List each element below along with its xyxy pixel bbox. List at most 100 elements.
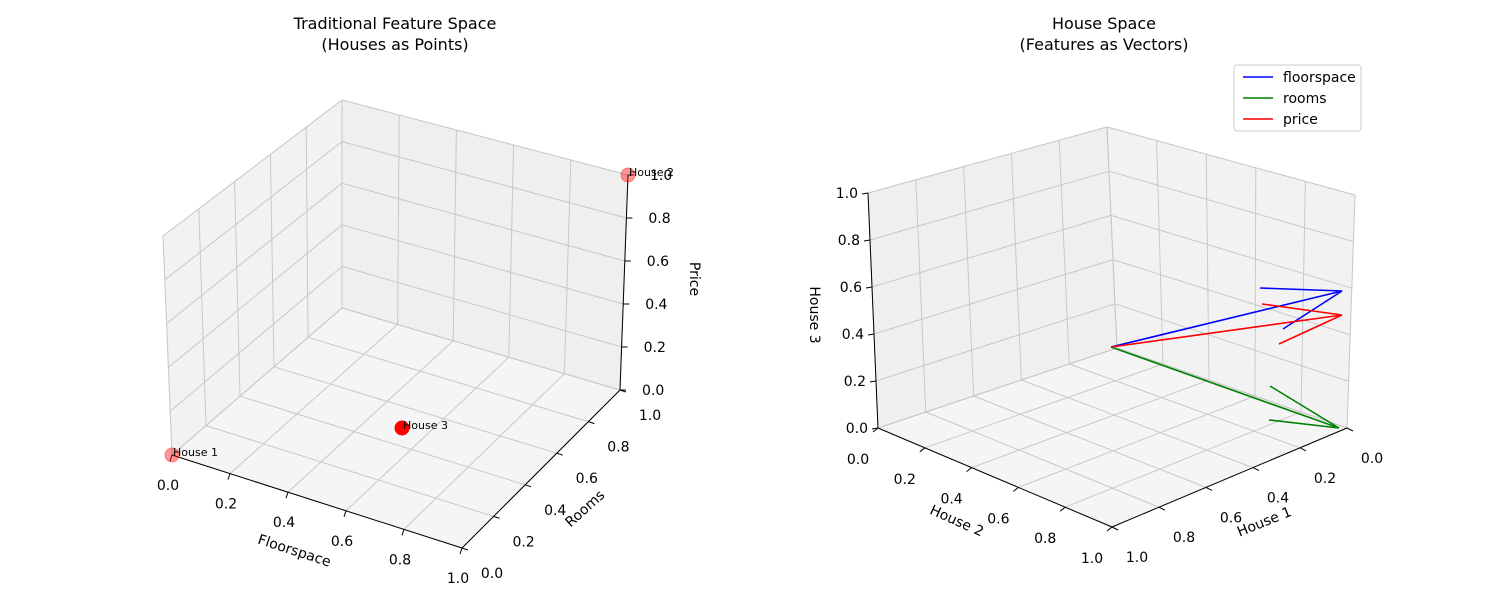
left-grid-line — [166, 182, 343, 324]
left-grid-line — [287, 340, 454, 493]
right-x-tick-mark — [1111, 526, 1119, 531]
left-grid-line — [341, 224, 624, 305]
right-grid-line — [1010, 153, 1022, 381]
right-grid-line — [925, 411, 1160, 508]
left-axis-lines — [171, 174, 629, 549]
left-x-tick-label: 0.8 — [389, 552, 411, 568]
right-grid-line — [1108, 170, 1354, 243]
left-grid-line — [198, 208, 207, 426]
left-y-tick-label: 0.6 — [576, 471, 598, 487]
right-grid-line — [867, 126, 1108, 194]
left-title-line2: (Houses as Points) — [321, 35, 468, 54]
legend-label-price: price — [1283, 112, 1318, 128]
right-grid-line — [1114, 303, 1349, 382]
right-grid-line — [1254, 167, 1257, 397]
right-x-axis-label: House 1 — [1235, 504, 1294, 540]
right-x-tick-mark — [1158, 506, 1166, 511]
left-y-tick-mark — [493, 515, 500, 519]
left-y-tick-label: 0.2 — [512, 534, 534, 550]
left-z-tick-label: 0.2 — [644, 340, 666, 356]
vector-head-floorspace — [1259, 287, 1343, 292]
left-x-axis-line — [171, 454, 463, 549]
right-z-tick-mark — [869, 380, 877, 383]
left-grid-line — [341, 307, 621, 391]
right-grid-line — [1021, 379, 1254, 469]
left-y-tick-mark — [619, 389, 627, 393]
right-grid-line — [1106, 126, 1118, 349]
right-x-tick-label: 1.0 — [1126, 550, 1148, 566]
right-z-tick-label: 0.6 — [840, 280, 862, 296]
left-grid-line — [508, 144, 515, 358]
left-x-tick-label: 0.0 — [157, 478, 179, 494]
legend-box — [1233, 64, 1362, 132]
legend-label-rooms: rooms — [1283, 91, 1327, 107]
right-z-tick-mark — [867, 333, 875, 336]
legend-label-floorspace: floorspace — [1283, 70, 1356, 86]
left-y-tick-label: 0.8 — [607, 440, 629, 456]
left-grid-line — [205, 425, 494, 517]
right-x-tick-mark — [1252, 467, 1260, 472]
left-grid-line — [273, 366, 557, 454]
left-z-tick-label: 0.0 — [642, 383, 664, 399]
left-grid-line — [307, 336, 589, 423]
left-z-tick-label: 0.6 — [647, 254, 669, 270]
right-y-tick-label: 0.8 — [1034, 531, 1056, 547]
vector-head-rooms — [1269, 385, 1340, 429]
left-x-tick-mark — [285, 492, 289, 499]
right-y-tick-mark — [919, 447, 926, 453]
right-x-tick-mark — [1205, 486, 1213, 491]
left-y-tick-mark — [556, 452, 563, 456]
left-x-axis-label: Floorspace — [256, 532, 333, 571]
right-z-axis-label: House 3 — [806, 286, 822, 343]
right-grid-line — [871, 214, 1112, 288]
left-x-tick-label: 0.6 — [331, 534, 353, 550]
right-grid-line — [963, 166, 975, 397]
right-subplot: House Space (Features as Vectors) 0.00.0… — [806, 14, 1383, 567]
left-grid-line — [229, 324, 398, 474]
right-x-tick-label: 0.6 — [1220, 510, 1242, 526]
right-z-tick-label: 0.0 — [846, 421, 868, 437]
left-grid-line — [563, 159, 572, 374]
right-x-tick-label: 0.4 — [1267, 491, 1289, 507]
right-y-tick-mark — [966, 467, 972, 472]
right-grid-line — [875, 303, 1116, 382]
right-x-tick-mark — [1299, 447, 1307, 452]
right-z-axis-line — [867, 192, 879, 429]
left-y-tick-label: 0.4 — [544, 503, 566, 519]
right-y-tick-mark — [1106, 526, 1113, 532]
left-title-line1: Traditional Feature Space — [293, 14, 497, 33]
left-subplot: Traditional Feature Space (Houses as Poi… — [157, 14, 702, 587]
left-y-tick-mark — [461, 547, 469, 551]
right-x-axis-line — [1111, 427, 1348, 528]
right-grid-line — [924, 363, 1164, 449]
left-x-tick-mark — [459, 547, 463, 555]
right-grid-line — [1300, 181, 1306, 413]
right-grid-line — [1116, 347, 1348, 429]
vector-head-price — [1278, 314, 1343, 345]
left-grid-line — [239, 395, 526, 486]
right-feature-vectors — [1110, 287, 1343, 429]
vector-shaft-floorspace — [1110, 290, 1343, 348]
right-y-axis-label: House 2 — [927, 502, 986, 540]
right-z-tick-mark — [861, 192, 869, 195]
right-grid-line — [1065, 411, 1302, 508]
vector-shaft-price — [1110, 314, 1343, 348]
left-z-tick-label: 1.0 — [650, 168, 672, 184]
right-z-tick-label: 0.4 — [842, 327, 864, 343]
right-grid-line — [877, 347, 1118, 429]
right-grid-line — [1156, 140, 1164, 365]
left-grid-line — [305, 127, 309, 338]
vector-head-floorspace — [1282, 290, 1343, 330]
left-x-tick-label: 0.2 — [215, 497, 237, 513]
left-grid-line — [164, 141, 343, 281]
right-grid-line — [971, 379, 1210, 469]
right-grid-line — [1058, 140, 1070, 365]
right-x-tick-mark — [1346, 427, 1354, 432]
right-z-tick-mark — [863, 239, 871, 242]
right-y-tick-mark — [1013, 487, 1019, 492]
left-grid-line — [341, 265, 622, 348]
left-y-tick-label: 0.0 — [481, 566, 503, 582]
left-z-axis-line — [619, 174, 629, 391]
left-grid-line — [341, 182, 625, 262]
